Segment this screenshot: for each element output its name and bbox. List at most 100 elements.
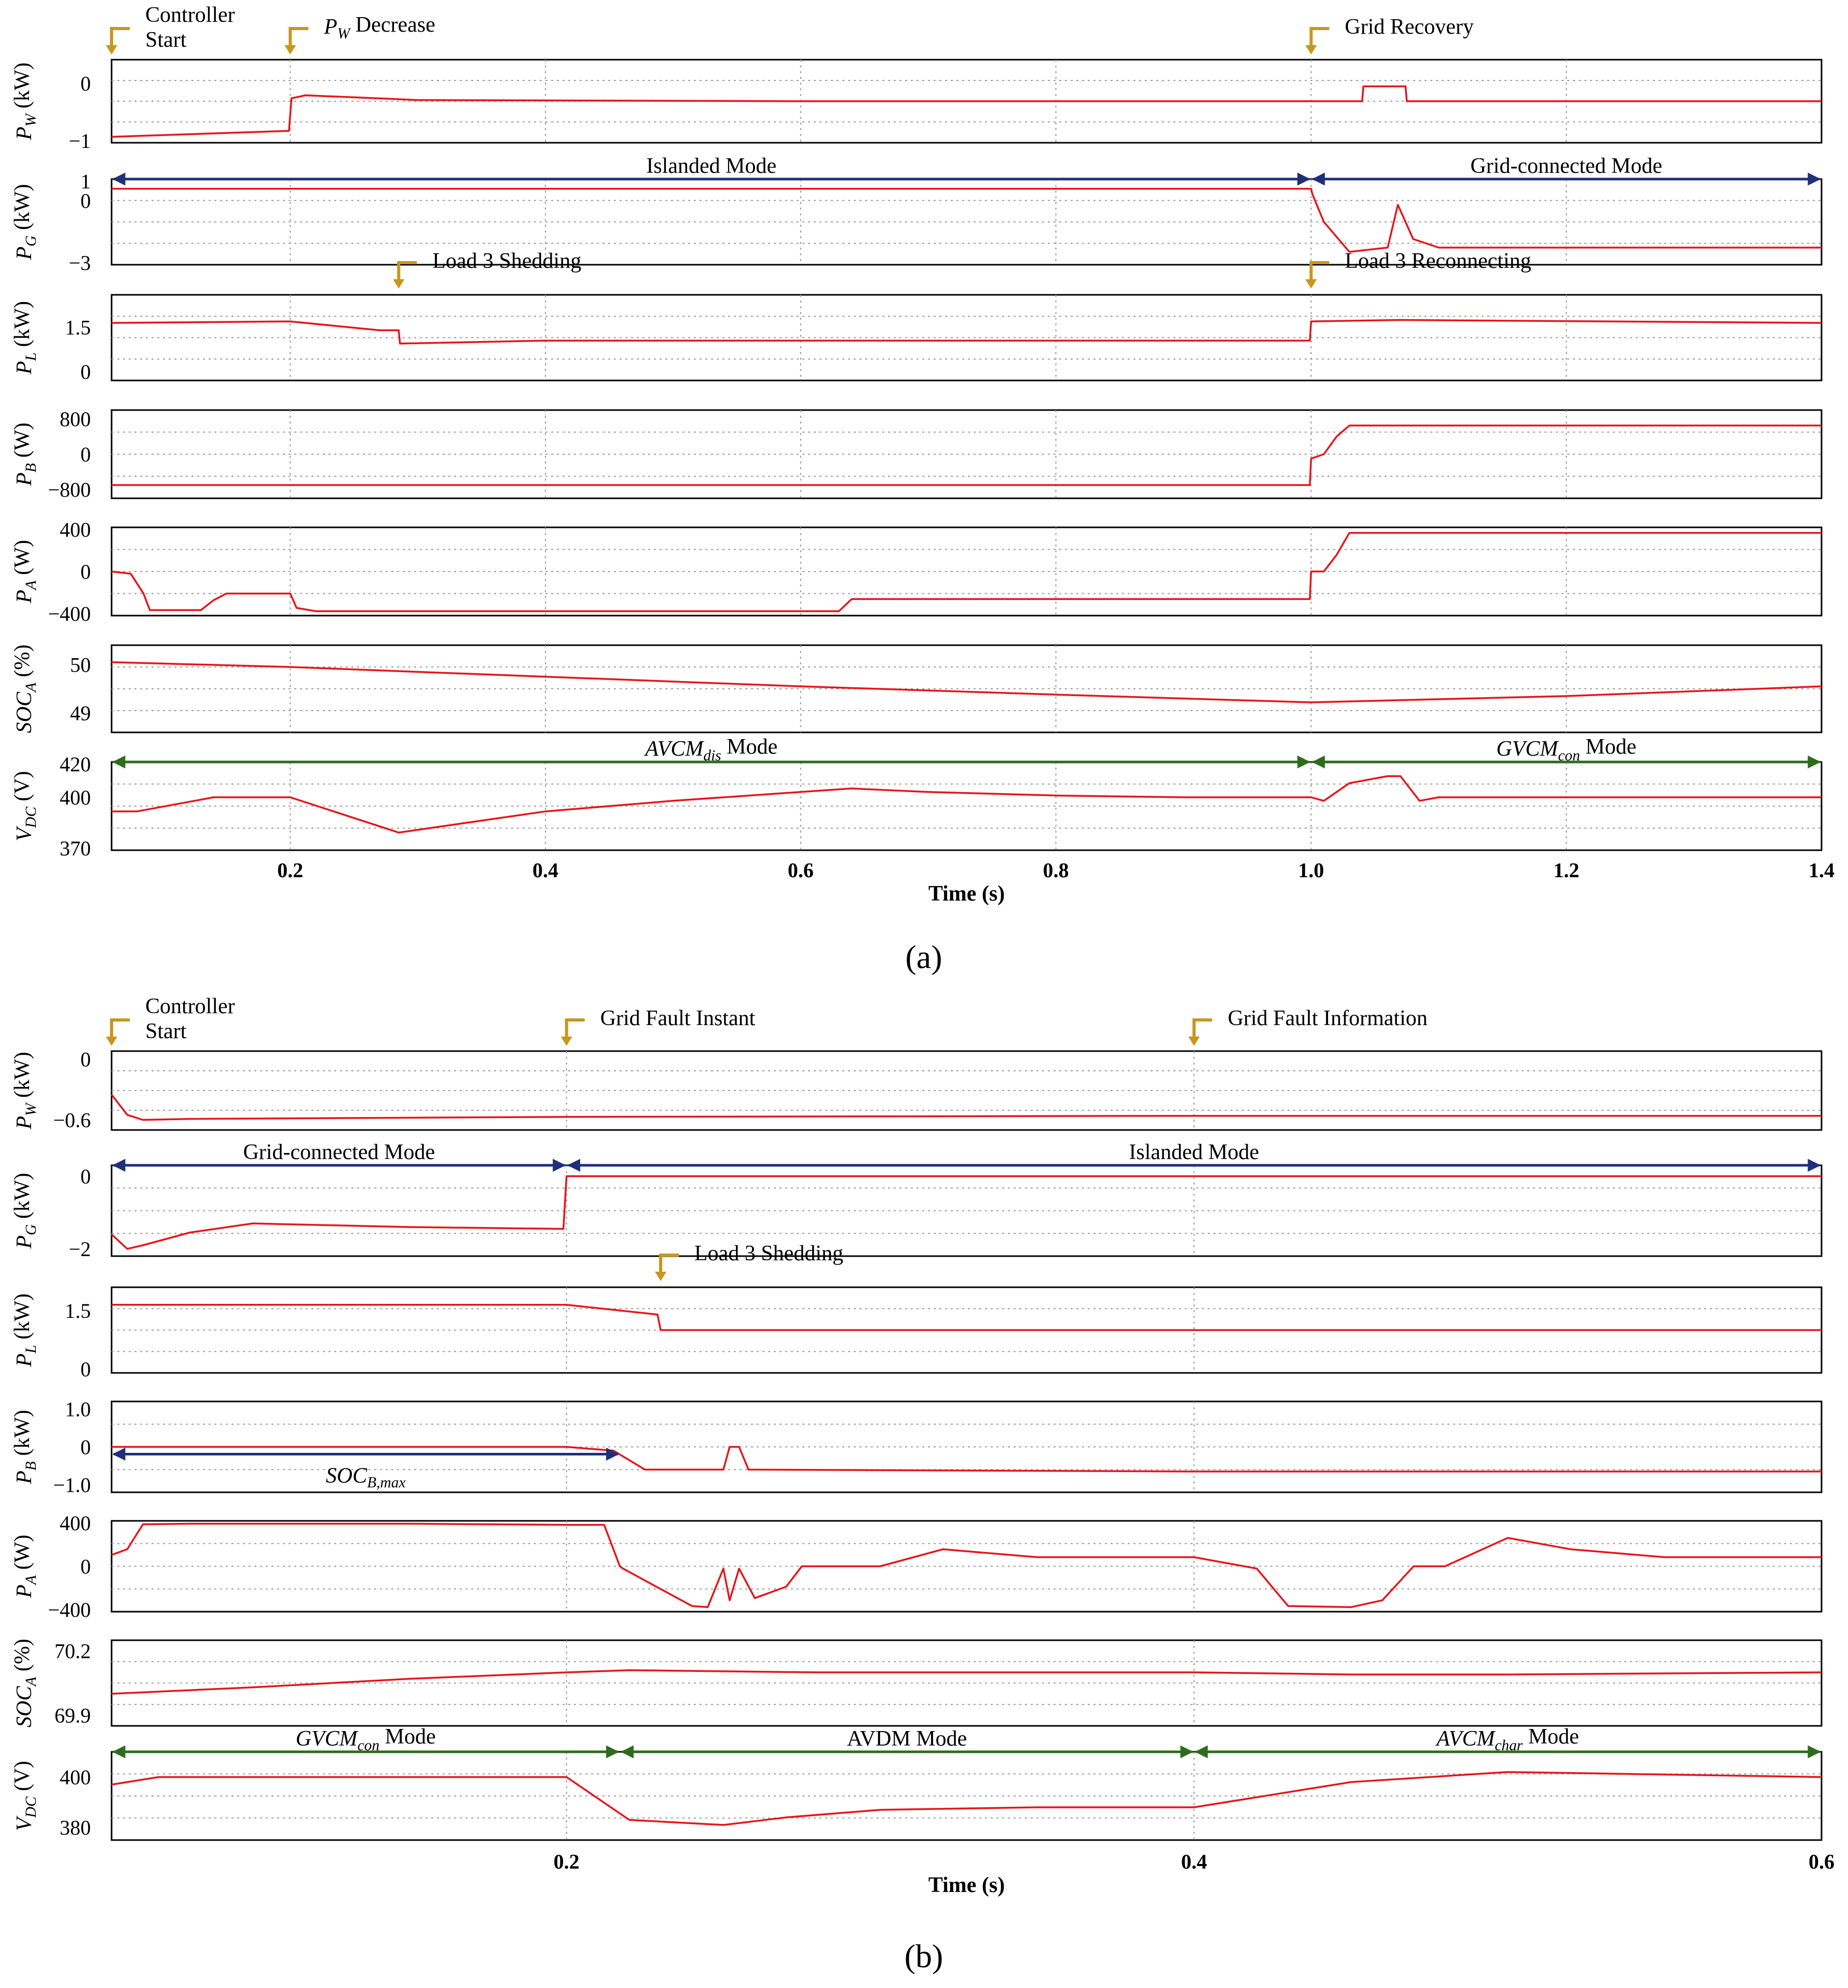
subplot-p-b: 800 0 −800 PB (W) [10,407,1823,501]
plot-frame [111,1751,1823,1841]
subplot-soc-a: 70.2 69.9 SOCA (%) [10,1639,1823,1727]
series-line-soc-a [111,661,1822,703]
series-line-p-g [111,1175,1822,1250]
event-arrow [659,1254,679,1274]
x-tick-label: 0.2 [277,859,303,882]
y-axis-label: PW (kW) [10,1052,39,1129]
series-line-p-w [111,85,1822,138]
mode-label: GVCMcon Mode [296,1725,436,1754]
y-tick-label: −2 [69,1237,91,1261]
event-arrowhead [106,1037,117,1046]
event-marker: Controller Start [106,995,235,1046]
panel-b: 0 −0.6 PW (kW) 0 −2 PG (kW) Grid-connected Mod… [10,995,1835,1897]
y-tick-label: 0 [80,1358,91,1381]
y-tick-label: −400 [48,1598,91,1622]
event-arrow [1309,261,1330,281]
event-marker: Load 3 Shedding [655,1242,843,1281]
subplot-soc-a: 50 49 SOCA (%) [10,644,1823,733]
series-line-p-w [111,1094,1822,1121]
y-axis-label: SOCA (%) [10,1639,39,1727]
y-axis-label: PG (kW) [10,1173,39,1249]
subplot-p-b: 1.0 0 −1.0 PB (kW) SOCB,max [10,1398,1823,1496]
plot-frame [111,1520,1823,1613]
x-axis-label: Time (s) [928,882,1005,906]
y-tick-label: 800 [60,407,91,431]
x-tick-label: 0.6 [1809,1850,1835,1873]
y-tick-label: 49 [70,702,91,725]
series-line-p-a [111,532,1822,612]
y-tick-label: 0 [80,560,91,583]
plot-frame [111,761,1823,851]
event-arrowhead [1188,1037,1200,1046]
series-line-p-a [111,1522,1822,1609]
event-arrowhead [655,1272,667,1281]
event-arrow [1309,27,1330,47]
event-label: Load 3 Reconnecting [1345,249,1531,273]
subplot-v-dc: 400 380 VDC (V) GVCMcon Mode AVDM Mode AVCMch… [10,1725,1823,1841]
series-line-p-l [112,1304,1822,1331]
y-axis-label: PA (W) [10,1535,39,1599]
subplot-p-a: 400 0 −400 PA (W) [10,1512,1823,1622]
y-tick-label: 1.5 [65,316,91,339]
event-marker: Grid Recovery [1305,15,1474,55]
event-marker: Load 3 Reconnecting [1305,249,1531,289]
y-tick-label: 0 [80,1436,91,1459]
y-tick-label: 1.0 [65,1398,91,1421]
event-label: Controller Start [145,995,235,1043]
event-arrow [110,27,130,47]
y-axis-label: PA (W) [10,540,39,604]
event-label: Load 3 Shedding [432,249,581,273]
series-line-p-g [112,187,1822,253]
subplot-p-w: 0 −1 PW (kW) [10,59,1823,153]
y-tick-label: 0 [80,1555,91,1578]
x-tick-label: 0.4 [1181,1850,1207,1873]
y-tick-label: 1 [80,170,91,193]
mode-label: Islanded Mode [1129,1140,1259,1164]
x-tick-label: 1.2 [1553,859,1579,882]
series-line-p-l [111,319,1822,345]
event-arrow [289,27,309,47]
event-label: Grid Fault Instant [600,1006,756,1030]
subplot-p-l: 1.5 0 PL (kW) [10,1286,1823,1381]
y-tick-label: 400 [60,786,91,809]
plot-frame [111,644,1823,733]
event-arrowhead [1305,279,1317,289]
y-axis-label: SOCA (%) [10,645,39,733]
mode-label: GVCMcon Mode [1496,735,1636,764]
y-tick-label: −1.0 [53,1473,91,1496]
y-axis-label: PW (kW) [10,62,39,140]
x-axis-label: Time (s) [928,1873,1005,1897]
event-arrowhead [393,279,405,289]
y-axis-label: VDC (V) [10,771,39,841]
y-tick-label: 0 [80,1165,91,1188]
plot-frame [111,294,1823,382]
event-arrow [1192,1018,1212,1039]
mode-label: SOCB,max [326,1464,406,1491]
y-tick-label: 50 [70,653,91,676]
y-axis-label: PB (W) [10,423,39,486]
y-tick-label: 400 [60,1766,91,1789]
y-axis-label: PG (kW) [10,184,39,260]
plot-frame [111,178,1823,266]
y-tick-label: −800 [48,478,91,501]
panel-a: 0−1PW (kW)10−3PG (kW)Islanded Mode Grid-c… [10,3,1835,906]
y-tick-label: 0 [80,1048,91,1071]
y-tick-label: 370 [60,837,91,860]
series-line-p-b [112,425,1822,486]
mode-label: Grid-connected Mode [1470,154,1662,178]
y-tick-label: 69.9 [54,1704,91,1727]
y-tick-label: 380 [60,1816,91,1840]
mode-label: Islanded Mode [646,154,776,178]
event-marker: Load 3 Shedding [393,249,581,289]
event-arrowhead [284,45,296,55]
series-line-v-dc [112,775,1822,834]
y-tick-label: −0.6 [53,1109,91,1132]
x-tick-label: 0.4 [532,859,558,882]
y-tick-label: 1.5 [65,1299,91,1323]
plot-frame [111,1639,1823,1727]
x-tick-label: 1.4 [1809,859,1835,882]
mode-label: Grid-connected Mode [243,1140,435,1164]
subplot-p-g: 0 −2 PG (kW) Grid-connected Mode Islanded Mo… [10,1140,1823,1261]
event-arrow [110,1018,130,1039]
